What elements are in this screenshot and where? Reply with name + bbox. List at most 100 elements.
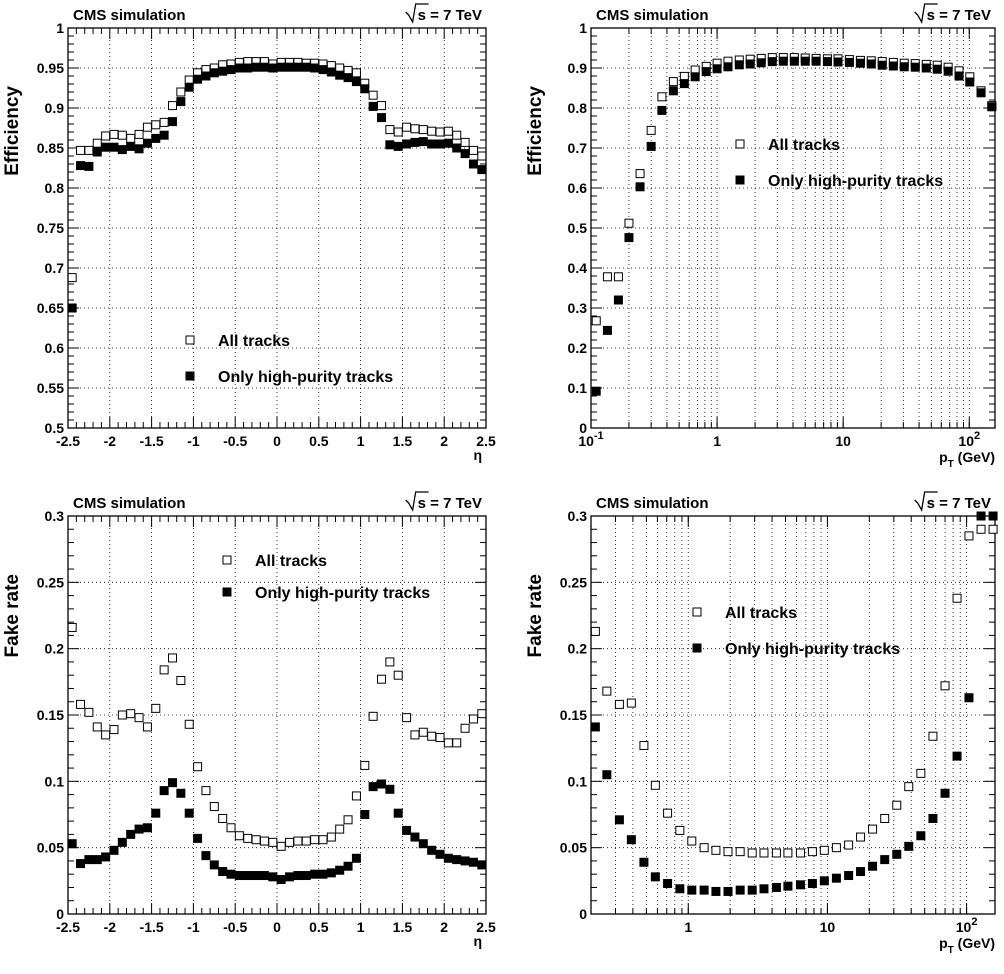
panel3-point-hp	[783, 881, 793, 891]
panel0-header-right: s = 7 TeV	[405, 3, 482, 24]
panel0-ytick-label: 0.95	[37, 60, 64, 76]
panel1-point-all	[668, 77, 678, 87]
panel2-y-axis: 0 0.05 0.1 0.15 0.2 0.25 0.3	[37, 508, 486, 922]
panel2-point-hp	[368, 782, 378, 792]
panel2-point-hp	[226, 869, 236, 879]
panel0-point-hp	[142, 138, 152, 148]
panel3-point-all	[771, 848, 781, 858]
panel0-point-all	[368, 90, 378, 100]
panel2-point-all	[193, 762, 203, 772]
panel3-point-hp	[639, 857, 649, 867]
panel0-point-hp	[460, 149, 470, 159]
panel1-header-right-text: s = 7 TeV	[927, 7, 991, 24]
panel0-point-hp	[477, 165, 487, 175]
panel3-x-axis-title-unit: (GeV)	[954, 935, 995, 951]
panel3-point-hp	[626, 835, 636, 845]
panel2-point-all	[209, 802, 219, 812]
panel2-xtick-label: -2.5	[56, 919, 80, 935]
panel0-series-high-purity	[67, 62, 487, 313]
panel3-point-all	[687, 836, 697, 846]
panel0-point-hp	[234, 63, 244, 73]
panel2-point-hp	[402, 825, 412, 835]
panel2-legend: All tracks Only high-purity tracks	[222, 553, 430, 602]
panel2-point-all	[226, 823, 236, 833]
panel1-grid	[591, 28, 995, 428]
panel1-point-all	[657, 92, 667, 102]
panel2-point-hp	[67, 839, 77, 849]
panel3-point-hp	[687, 885, 697, 895]
panel0-point-hp	[293, 62, 303, 72]
panel3-series-all-tracks	[590, 524, 998, 858]
panel2-ytick-label: 0.1	[45, 773, 65, 789]
panel2-point-all	[377, 674, 386, 684]
panel2-point-all	[318, 835, 328, 845]
panel0-point-hp	[92, 147, 102, 157]
panel0-point-hp	[351, 77, 361, 87]
panel2-point-hp	[393, 808, 403, 818]
panel3-point-hp	[952, 751, 962, 761]
panel3-point-hp	[928, 813, 938, 823]
panel1-xtick-label: 102	[958, 430, 980, 449]
panel1-legend-marker-hp	[735, 175, 745, 185]
panel0-point-hp	[318, 65, 328, 75]
panel0-grid	[68, 28, 486, 428]
panel3-point-all	[819, 845, 829, 855]
panel0-point-all	[168, 101, 177, 111]
panel2-point-hp	[251, 871, 261, 881]
panel2-point-hp	[259, 871, 269, 881]
panel3-legend: All tracks Only high-purity tracks	[692, 605, 900, 658]
panel3-header-left: CMS simulation	[596, 495, 709, 512]
panel3-point-hp	[940, 788, 950, 798]
panel2-x-axis-title: η	[473, 933, 482, 949]
panel1-y-axis-title: Efficiency	[525, 86, 546, 176]
panel2-point-hp	[410, 832, 420, 842]
panel2-point-all	[418, 727, 428, 737]
panel0-point-hp	[468, 159, 478, 169]
panel0-point-all	[126, 133, 136, 143]
panel0-point-all	[410, 124, 420, 134]
panel0-xtick-label: -0.5	[223, 433, 247, 449]
panel0-point-all	[142, 122, 152, 132]
panel3-point-hp	[856, 867, 866, 877]
panel2-point-all	[326, 832, 336, 842]
panel0-point-all	[159, 117, 169, 127]
panel-efficiency-vs-eta: 0.50.550.60.650.70.750.80.850.90.951-2.5…	[2, 3, 496, 463]
panel2-point-all	[151, 703, 161, 713]
panel2-point-all	[176, 676, 186, 686]
panel3-point-all	[976, 524, 986, 534]
panel0-point-hp	[427, 139, 437, 149]
panel2-point-all	[310, 835, 320, 845]
panel1-point-hp	[866, 59, 876, 69]
panel2-point-hp	[76, 859, 86, 869]
panel3-point-all	[626, 698, 636, 708]
panel2-legend-marker-hp	[222, 587, 232, 597]
panel0-point-hp	[259, 62, 269, 72]
panel3-series-high-purity	[590, 511, 998, 896]
panel2-point-all	[468, 714, 478, 724]
panel1-point-hp	[635, 182, 645, 192]
panel1-sqrt-symbol	[914, 3, 938, 24]
panel1-point-hp	[822, 57, 832, 67]
panel2-point-hp	[360, 810, 370, 819]
panel1-xtick-label: 10-1	[578, 430, 603, 449]
panel3-point-hp	[675, 884, 685, 894]
panel3-point-all	[759, 848, 769, 858]
panel0-point-hp	[402, 139, 412, 149]
panel1-point-hp	[657, 105, 667, 115]
panel2-point-all	[101, 730, 111, 740]
panel3-sqrt-symbol	[914, 491, 938, 512]
panel1-point-hp	[976, 88, 986, 98]
panel0-ytick-label: 0.6	[45, 340, 65, 356]
panel3-point-all	[650, 780, 660, 790]
panel1-point-hp	[800, 56, 810, 66]
panel1-point-all	[602, 272, 612, 282]
panel2-xtick-label: 2	[440, 919, 448, 935]
panel3-point-all	[590, 626, 600, 636]
panel0-xtick-label: 2.5	[476, 433, 496, 449]
panel2-point-hp	[377, 779, 386, 789]
panel0-point-hp	[435, 139, 445, 149]
panel1-xtick-exponent: -1	[594, 430, 604, 442]
panel1-y-axis: 0 0.1 0.2 0.3 0.4 0.5 0.6 0.7 0.8 0.9 1	[568, 20, 995, 436]
panel2-point-hp	[301, 871, 311, 881]
